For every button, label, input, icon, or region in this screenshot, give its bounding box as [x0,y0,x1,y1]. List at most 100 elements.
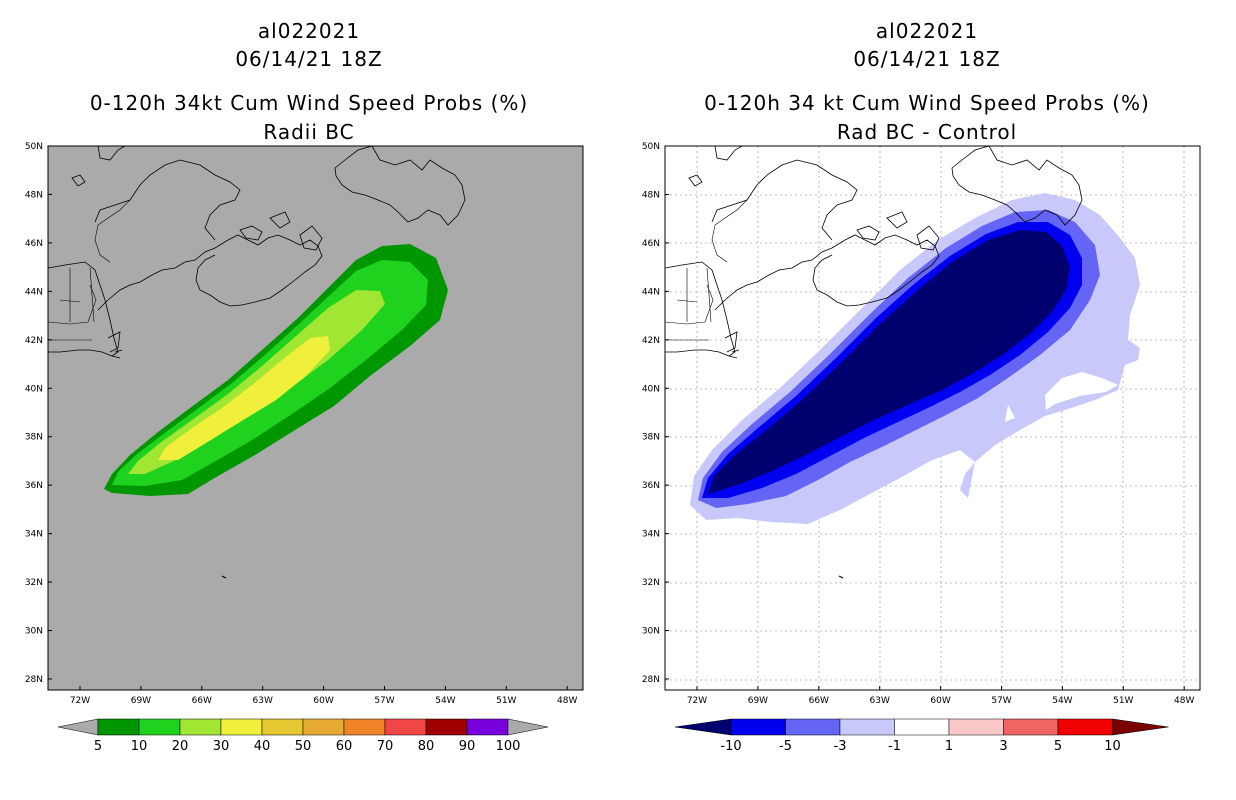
left-lon-label: 54W [435,696,455,706]
left-lon-label: 63W [253,696,273,706]
left-colorbar-label: 80 [418,739,435,754]
right-lat-label: 42N [642,336,660,346]
right-hole-1 [1005,372,1118,422]
left-colorbar-label: 70 [377,739,394,754]
right-contour-minus10 [708,230,1070,494]
left-title-method: Radii BC [263,120,355,144]
right-lat-label: 44N [642,287,660,297]
right-lat-label: 48N [642,190,660,200]
right-lat-label: 36N [642,481,660,491]
left-lon-label: 69W [131,696,151,706]
left-lon-label: 51W [496,696,516,706]
right-colorbar-label: 10 [1104,739,1121,754]
left-lon-labels: 72W 69W 66W 63W 60W 57W 54W 51W 48W [70,686,577,706]
right-lat-label: 46N [642,239,660,249]
right-lon-label: 48W [1174,696,1194,706]
left-lat-label: 44N [25,287,43,297]
left-colorbar-label: 5 [94,739,102,754]
right-colorbar-swatch [894,718,950,736]
left-colorbar-swatch [97,718,140,736]
right-title-method: Rad BC - Control [836,120,1018,144]
left-colorbar-label: 100 [496,739,521,754]
right-lat-labels: 50N 48N 46N 44N 42N 40N 38N 36N 34N 32N 30N 28N [642,142,669,685]
left-lat-label: 42N [25,336,43,346]
left-lat-label: 40N [25,384,43,394]
left-contour-30 [158,336,330,460]
right-colorbar-label: 1 [945,739,953,754]
left-colorbar: 5 10 20 30 40 50 60 70 80 90 100 [57,718,549,754]
right-colorbar-label: -1 [888,739,901,754]
left-colorbar-swatch [425,718,468,736]
left-colorbar-swatch [343,718,386,736]
left-colorbar-swatch [466,718,509,736]
right-difference-swath [690,193,1140,524]
left-colorbar-swatch [179,718,222,736]
left-colorbar-swatch [261,718,304,736]
left-colorbar-label: 10 [131,739,148,754]
right-map-panel [664,145,1201,691]
right-map-frame [664,145,1201,691]
right-colorbar-label: -3 [834,739,847,754]
left-colorbar-swatch [138,718,181,736]
left-title-date: 06/14/21 18Z [235,47,383,71]
left-lat-label: 34N [25,530,43,540]
right-colorbar-label: -10 [720,739,741,754]
left-map-frame [47,145,584,691]
left-colorbar-label: 60 [336,739,353,754]
left-colorbar-min-arrow [57,718,99,736]
left-colorbar-swatch [220,718,263,736]
left-lat-label: 30N [25,627,43,637]
left-colorbar-label: 40 [254,739,271,754]
left-map-background [48,146,583,690]
right-lon-label: 51W [1113,696,1133,706]
left-lon-label: 48W [557,696,577,706]
left-lat-label: 46N [25,239,43,249]
right-colorbar-swatch [730,718,786,736]
right-lat-label: 34N [642,530,660,540]
right-lat-label: 50N [642,142,660,152]
right-colorbar-label: -5 [779,739,792,754]
left-lat-label: 38N [25,433,43,443]
left-colorbar-label: 90 [459,739,476,754]
right-lon-labels: 72W 69W 66W 63W 60W 57W 54W 51W 48W [687,686,1194,706]
left-probability-swath [104,244,448,496]
left-lon-label: 72W [70,696,90,706]
right-title-date: 06/14/21 18Z [853,47,1001,71]
right-colorbar-swatch [948,718,1004,736]
left-title-product: 0-120h 34kt Cum Wind Speed Probs (%) [89,91,529,115]
right-lon-label: 57W [991,696,1011,706]
right-colorbar-label: 5 [1054,739,1062,754]
right-lon-label: 54W [1052,696,1072,706]
right-title-storm-id: al022021 [875,19,979,43]
right-lat-label: 38N [642,433,660,443]
left-colorbar-label: 50 [295,739,312,754]
right-colorbar-max-arrow [1112,718,1169,736]
left-lon-label: 66W [192,696,212,706]
left-lat-labels: 50N 48N 46N 44N 42N 40N 38N 36N 34N 32N 30N 28N [25,142,52,685]
right-lon-label: 66W [809,696,829,706]
right-lon-label: 69W [748,696,768,706]
right-lat-label: 30N [642,627,660,637]
right-lon-label: 60W [930,696,950,706]
left-colorbar-swatch [384,718,427,736]
right-lat-label: 28N [642,675,660,685]
right-colorbar-swatch [1057,718,1113,736]
right-colorbar: -10 -5 -3 -1 1 3 5 10 [674,718,1169,754]
right-lon-label: 72W [687,696,707,706]
left-lat-label: 28N [25,675,43,685]
left-colorbar-max-arrow [507,718,549,736]
left-lon-label: 57W [374,696,394,706]
left-lat-label: 32N [25,578,43,588]
right-lat-label: 32N [642,578,660,588]
right-colorbar-swatch [785,718,841,736]
left-map-panel [47,145,584,691]
left-lat-label: 50N [25,142,43,152]
right-colorbar-swatch [839,718,895,736]
left-lon-label: 60W [313,696,333,706]
left-lat-label: 48N [25,190,43,200]
left-colorbar-label: 30 [213,739,230,754]
left-lat-label: 36N [25,481,43,491]
right-lat-label: 40N [642,384,660,394]
right-colorbar-label: 3 [999,739,1007,754]
